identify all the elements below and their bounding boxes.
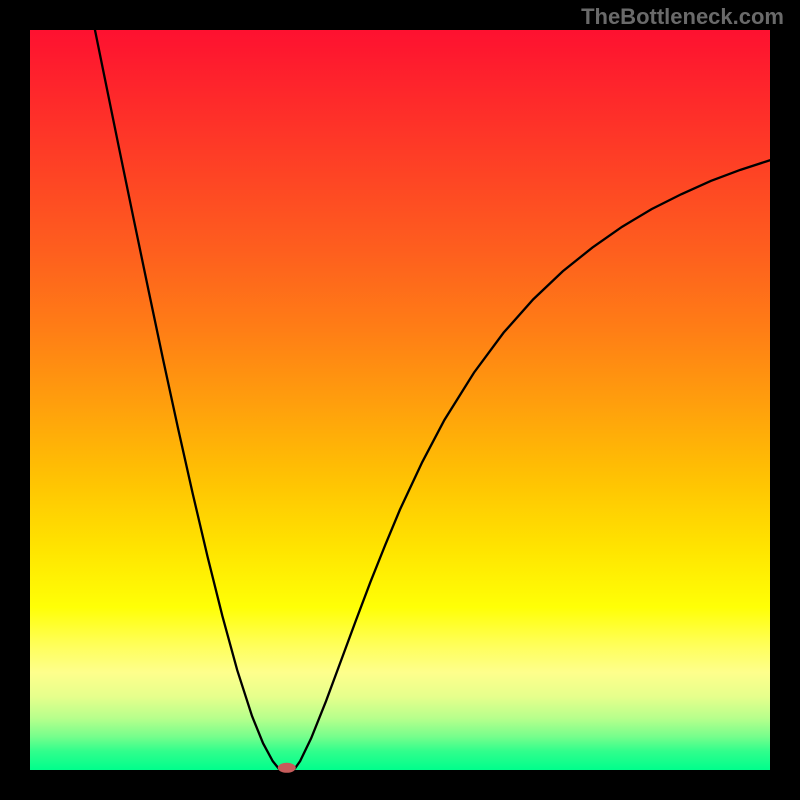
watermark-text: TheBottleneck.com <box>581 4 784 30</box>
bottleneck-chart <box>0 0 800 800</box>
plot-gradient-background <box>30 30 770 770</box>
minimum-marker <box>278 763 296 773</box>
